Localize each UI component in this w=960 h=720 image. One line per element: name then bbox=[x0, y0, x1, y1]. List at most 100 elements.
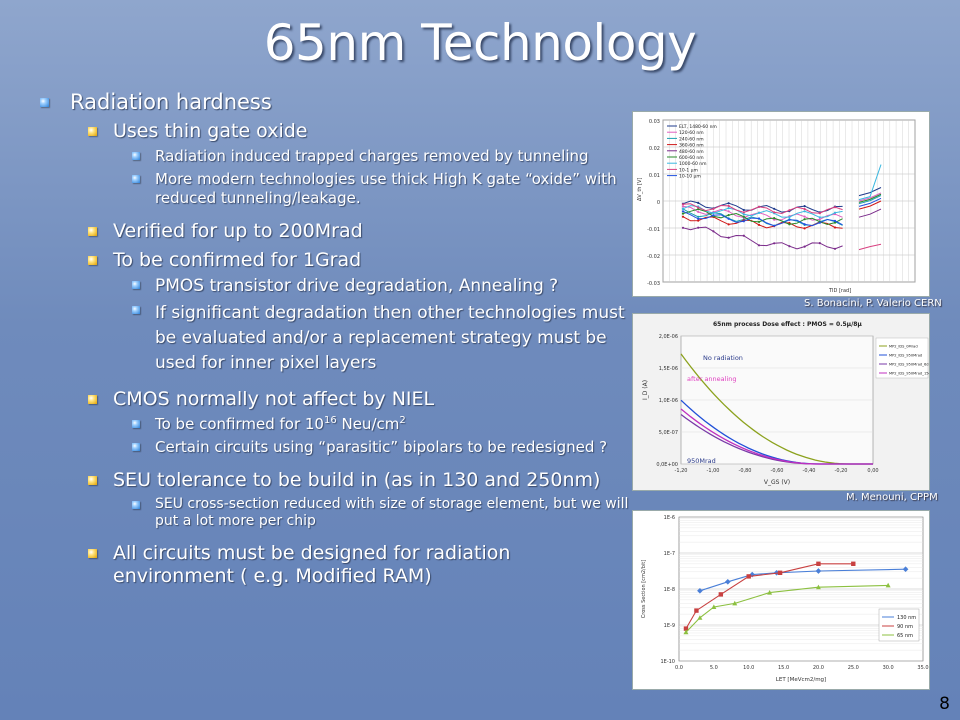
data-point bbox=[818, 212, 821, 215]
x-tick-label: -0,40 bbox=[803, 468, 816, 474]
data-point bbox=[885, 582, 891, 588]
legend-entry: 360-60 nm bbox=[679, 143, 704, 149]
neu-exponent-2: 2 bbox=[399, 415, 406, 426]
data-point bbox=[833, 211, 837, 214]
series-line bbox=[699, 568, 906, 592]
legend-entry: 10-1 μm bbox=[679, 167, 698, 173]
neu-text-a: To be confirmed for 10 bbox=[155, 415, 324, 433]
recovery-line bbox=[858, 195, 882, 205]
tid-chart-panel: 0.03 0.02 0.01 0 -0.01 -0.02 -0.03 ΔV_th [V] TID… bbox=[632, 111, 930, 297]
data-point bbox=[681, 210, 685, 213]
legend-box bbox=[878, 608, 920, 642]
y-tick-label: 5,0E-07 bbox=[659, 430, 678, 436]
data-point bbox=[773, 242, 776, 245]
data-point bbox=[773, 218, 776, 221]
data-point bbox=[833, 226, 837, 229]
y-tick-label: 1E-6 bbox=[664, 515, 675, 521]
x-tick-label: 10.0 bbox=[743, 665, 754, 671]
bullet-verified-200mrad: Verified for up to 200Mrad bbox=[88, 220, 630, 243]
bullet-all-circuits: All circuits must be designed for radiat… bbox=[88, 542, 630, 588]
x-tick-label: 25.0 bbox=[848, 665, 859, 671]
y-tick-label: 0,0E+00 bbox=[656, 462, 678, 468]
data-point bbox=[777, 570, 783, 575]
credit-menouni: M. Menouni, CPPM bbox=[846, 492, 938, 503]
data-point bbox=[683, 626, 689, 631]
x-tick-label: 5.0 bbox=[710, 665, 718, 671]
data-point bbox=[788, 223, 791, 226]
data-point bbox=[697, 615, 703, 620]
bullet-seu-tolerance: SEU tolerance to be build in (as in 130 … bbox=[88, 469, 630, 492]
data-point bbox=[833, 206, 837, 209]
bullet-parasitic-bipolars: Certain circuits using “parasitic” bipol… bbox=[132, 438, 630, 457]
y-tick-label: 1E-9 bbox=[664, 623, 675, 629]
data-point bbox=[697, 215, 700, 218]
y-tick-label: -0.03 bbox=[647, 281, 660, 287]
data-point bbox=[757, 220, 761, 223]
bullet-high-k: More modern technologies use thick High … bbox=[132, 170, 630, 208]
bullet-significant-degradation: If significant degradation then other te… bbox=[132, 301, 630, 376]
y-axis-label: Cross Section [cm2/bit] bbox=[641, 560, 647, 618]
legend-entry: 600-60 nm bbox=[679, 155, 704, 161]
data-point bbox=[712, 230, 715, 233]
data-point bbox=[712, 214, 715, 217]
recovery-line bbox=[858, 197, 882, 207]
data-point bbox=[833, 219, 837, 222]
data-point bbox=[773, 207, 776, 210]
data-point bbox=[803, 227, 806, 230]
data-point bbox=[712, 212, 715, 215]
data-point bbox=[727, 202, 730, 205]
data-point bbox=[833, 247, 837, 250]
data-point bbox=[815, 584, 821, 590]
data-point bbox=[697, 219, 700, 222]
data-point bbox=[773, 224, 776, 227]
legend-entry: 90 nm bbox=[897, 624, 913, 630]
x-tick-label: 35.0 bbox=[917, 665, 928, 671]
data-point bbox=[788, 216, 791, 219]
data-point bbox=[803, 210, 806, 213]
y-tick-label: -0.02 bbox=[647, 254, 660, 260]
data-point bbox=[732, 600, 738, 606]
y-tick-label: 2,0E-06 bbox=[659, 334, 678, 340]
data-point bbox=[746, 574, 751, 579]
y-tick-label: 0.01 bbox=[649, 173, 660, 179]
legend-box bbox=[875, 337, 929, 379]
data-point bbox=[697, 206, 700, 209]
x-axis-label: LET [MeVcm2/mg] bbox=[776, 677, 826, 683]
data-point bbox=[727, 214, 730, 217]
data-point bbox=[818, 218, 821, 221]
y-axis-label: ΔV_th [V] bbox=[637, 178, 643, 201]
legend-entry: 1000-60 nm bbox=[679, 161, 706, 167]
data-point bbox=[773, 211, 776, 214]
dose-chart-panel: 65nm process Dose effect : PMOS = 0.5μ/8… bbox=[632, 313, 931, 491]
legend-entry: MP2_IDS_950Mrad bbox=[889, 354, 922, 358]
data-point bbox=[818, 216, 821, 219]
legend-entry: 120-60 nm bbox=[679, 130, 704, 136]
y-axis-label: I_D (A) bbox=[642, 380, 649, 400]
data-point bbox=[727, 223, 730, 226]
series-line bbox=[682, 205, 843, 218]
series-line bbox=[682, 226, 843, 250]
data-point bbox=[757, 244, 761, 247]
data-point bbox=[681, 203, 685, 206]
tid-chart: 0.03 0.02 0.01 0 -0.01 -0.02 -0.03 ΔV_th [V] TID… bbox=[637, 119, 916, 294]
x-tick-label: 15.0 bbox=[778, 665, 789, 671]
legend-entry: MP2_IDS_950Mrad_15d bbox=[889, 372, 929, 376]
data-point bbox=[697, 226, 700, 229]
slide-title: 65nm Technology bbox=[263, 14, 697, 72]
data-point bbox=[742, 220, 745, 223]
data-point bbox=[727, 210, 730, 213]
x-tick-label: 20.0 bbox=[813, 665, 824, 671]
series-line bbox=[682, 200, 843, 213]
y-tick-label: 0.03 bbox=[649, 119, 660, 125]
legend-entry: 240-60 nm bbox=[679, 136, 704, 142]
data-point bbox=[851, 561, 856, 566]
bullet-neu-confirm: To be confirmed for 1016 Neu/cm2 bbox=[132, 415, 630, 434]
bullet-confirm-1grad: To be confirmed for 1Grad bbox=[88, 249, 630, 272]
page-number: 8 bbox=[939, 694, 950, 714]
data-point bbox=[681, 215, 685, 218]
chart-title: 65nm process Dose effect : PMOS = 0.5μ/8… bbox=[713, 321, 862, 328]
data-point bbox=[833, 221, 837, 224]
y-tick-label: 0.02 bbox=[649, 146, 660, 152]
y-tick-label: 0 bbox=[657, 200, 660, 206]
x-axis-label: TID [rad] bbox=[828, 288, 851, 294]
